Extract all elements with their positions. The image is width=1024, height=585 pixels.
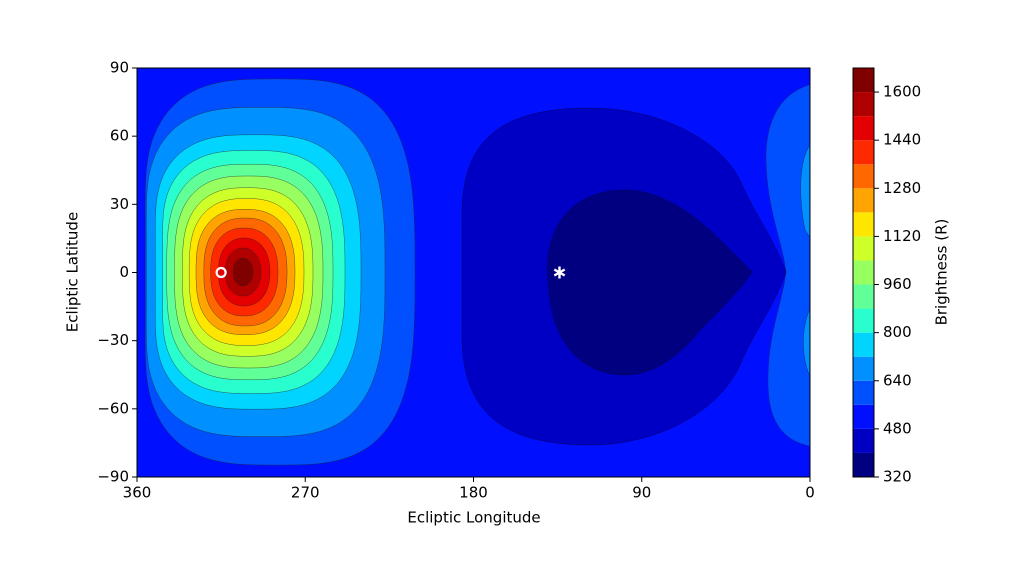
contour-band <box>547 189 753 376</box>
colorbar-band <box>853 380 874 405</box>
colorbar-band <box>853 116 874 141</box>
y-tick-label: 0 <box>119 263 129 281</box>
marker <box>215 266 227 279</box>
plot-area <box>137 68 810 477</box>
colorbar-band <box>853 404 874 429</box>
y-axis-label: Ecliptic Latitude <box>64 212 82 332</box>
colorbar-tick-label: 1120 <box>883 227 921 245</box>
colorbar-tick-label: 960 <box>883 275 912 293</box>
colorbar-band <box>853 68 874 93</box>
x-tick-label: 270 <box>291 484 320 502</box>
colorbar-band <box>853 164 874 189</box>
colorbar-tick-label: 1440 <box>883 131 921 149</box>
colorbar-band <box>853 308 874 333</box>
y-tick-label: −30 <box>97 331 129 349</box>
colorbar-band <box>853 284 874 309</box>
marker <box>553 266 566 279</box>
colorbar-band <box>853 92 874 117</box>
colorbar-tick-label: 1280 <box>883 179 921 197</box>
x-tick-label: 0 <box>805 484 815 502</box>
y-tick-label: −60 <box>97 399 129 417</box>
colorbar-band <box>853 428 874 453</box>
colorbar-band <box>853 356 874 381</box>
x-tick-label: 90 <box>632 484 651 502</box>
colorbar-band <box>853 452 874 477</box>
colorbar-tick-label: 1600 <box>883 83 921 101</box>
colorbar-band <box>853 260 874 285</box>
y-tick-label: −90 <box>97 468 129 486</box>
colorbar-tick-label: 480 <box>883 419 912 437</box>
x-axis-label: Ecliptic Longitude <box>407 509 540 527</box>
colorbar-label: Brightness (R) <box>933 219 951 326</box>
colorbar-tick-label: 320 <box>883 468 912 486</box>
y-tick-label: 60 <box>110 127 129 145</box>
colorbar-frame <box>852 67 875 478</box>
colorbar-tick-label: 640 <box>883 371 912 389</box>
colorbar-band <box>853 236 874 261</box>
y-tick-label: 30 <box>110 195 129 213</box>
colorbar-band <box>853 332 874 357</box>
colorbar-band <box>853 212 874 237</box>
colorbar-band <box>853 188 874 213</box>
contour-band <box>232 257 254 287</box>
y-tick-label: 90 <box>110 59 129 77</box>
x-tick-label: 180 <box>459 484 488 502</box>
colorbar-tick-label: 800 <box>883 323 912 341</box>
x-tick-label: 360 <box>123 484 152 502</box>
colorbar-band <box>853 140 874 165</box>
